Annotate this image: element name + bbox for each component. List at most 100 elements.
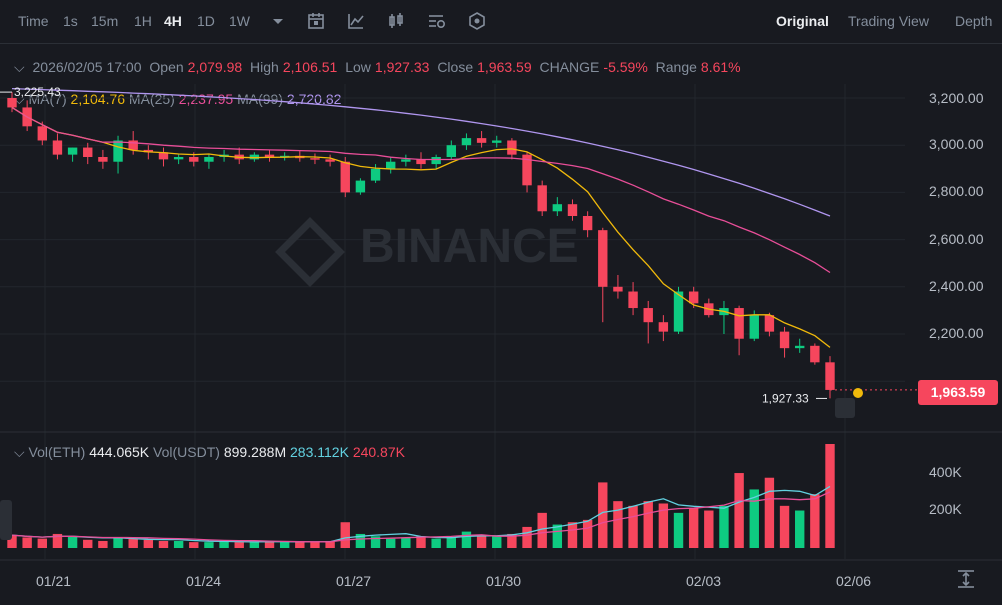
candle-body — [67, 147, 78, 155]
candle-body — [825, 362, 835, 390]
candle-body — [492, 140, 502, 143]
ma7-line — [11, 106, 831, 348]
candle-body — [173, 157, 184, 160]
volume-bar — [582, 519, 593, 548]
date-axis-label: 02/06 — [836, 573, 872, 589]
scale-reset-icon[interactable] — [957, 569, 975, 589]
chart-toolbar: Time 1s 15m 1H 4H 1D 1W Original Trading… — [0, 0, 1002, 44]
vol-usdt-label: Vol(USDT) — [153, 444, 220, 460]
volume-bar — [173, 540, 184, 548]
timeframe-time[interactable]: Time — [18, 13, 49, 29]
more-timeframes-dropdown-icon[interactable] — [268, 11, 288, 31]
volume-bar — [340, 522, 350, 548]
volume-bar — [537, 512, 547, 548]
volume-bar — [673, 512, 684, 548]
collapse-chevron-icon[interactable]: ⌵ — [14, 59, 25, 75]
price-axis-label: 2,400.00 — [929, 278, 984, 294]
price-chart[interactable]: BINANCE 3,225.43 1,927.33 — [0, 44, 1002, 605]
volume-axis-label: 400K — [929, 464, 962, 480]
notes-icon — [835, 398, 855, 418]
view-depth[interactable]: Depth — [955, 13, 993, 29]
ma-collapse-chevron-icon[interactable]: ⌵ — [14, 91, 25, 107]
volume-bar — [567, 522, 578, 548]
chart-settings-icon[interactable] — [427, 11, 447, 31]
vol-usdt-value: 899.288M — [223, 444, 287, 460]
candle-body — [537, 185, 547, 212]
volume-bar — [476, 535, 487, 548]
volume-bar — [507, 533, 517, 548]
volume-bar — [431, 538, 441, 548]
volume-bar — [401, 537, 411, 548]
date-axis-label: 01/27 — [336, 573, 372, 589]
volume-info-row: ⌵ Vol(ETH) 444.065K Vol(USDT) 899.288M 2… — [14, 444, 405, 461]
volume-bar — [158, 540, 169, 548]
candle-body — [795, 345, 805, 349]
calendar-icon[interactable] — [306, 11, 326, 31]
volume-axis-label: 200K — [929, 501, 962, 517]
candle-body — [598, 230, 608, 287]
volume-bar — [310, 542, 320, 548]
volume-bar — [810, 494, 820, 548]
vol-eth-value: 444.065K — [89, 444, 150, 460]
volume-bar — [688, 508, 699, 548]
volume-bar — [719, 505, 729, 548]
timeframe-1s[interactable]: 1s — [63, 13, 78, 29]
volume-bar — [704, 510, 714, 548]
volume-bar — [22, 537, 32, 548]
high-value: 2,106.51 — [282, 59, 338, 75]
view-trading-view[interactable]: Trading View — [848, 13, 929, 29]
candle-body — [128, 140, 138, 150]
volume-bar — [643, 501, 653, 548]
volume-bar — [446, 537, 456, 548]
volume-bar — [386, 538, 396, 548]
date-axis-label: 01/30 — [486, 573, 522, 589]
volume-bar — [37, 538, 47, 548]
candle-body — [37, 126, 47, 141]
candle-type-icon[interactable] — [386, 11, 406, 31]
volume-bar — [189, 542, 199, 548]
candle-body — [401, 159, 411, 162]
candle-body — [476, 138, 487, 143]
volume-ma-a-line — [11, 485, 831, 543]
timeframe-1h[interactable]: 1H — [134, 13, 152, 29]
current-price-tag: 1,963.59 — [918, 380, 998, 405]
volume-bar — [779, 505, 790, 548]
ma99-line — [11, 87, 831, 217]
candle-body — [310, 158, 320, 160]
volume-bar — [295, 542, 305, 548]
binance-watermark: BINANCE — [360, 220, 579, 273]
live-indicator-dot — [853, 388, 863, 398]
candle-body — [552, 204, 563, 212]
volume-bar — [83, 539, 93, 548]
date-axis-label: 01/21 — [36, 573, 72, 589]
timeframe-4h[interactable]: 4H — [164, 13, 182, 29]
timeframe-1d[interactable]: 1D — [197, 13, 215, 29]
indicators-icon[interactable] — [346, 11, 366, 31]
candle-body — [613, 286, 623, 292]
low-label: Low — [345, 59, 371, 75]
timeframe-1w[interactable]: 1W — [229, 13, 250, 29]
ma7-value: 2,104.76 — [70, 91, 126, 107]
timeframe-15m[interactable]: 15m — [91, 13, 119, 29]
volume-bar — [461, 531, 472, 548]
volume-bar — [249, 542, 260, 548]
view-original[interactable]: Original — [776, 13, 829, 29]
tools-hexagon-icon[interactable] — [467, 11, 487, 31]
candle-body — [143, 149, 154, 153]
candle-body — [522, 154, 532, 186]
price-axis-label: 2,800.00 — [929, 183, 984, 199]
volume-bar — [204, 542, 214, 548]
volume-bar — [613, 501, 623, 548]
volume-bar — [734, 473, 744, 548]
candle-body — [189, 157, 199, 162]
volume-collapse-chevron-icon[interactable]: ⌵ — [14, 444, 25, 460]
ohlc-info-row: ⌵ 2026/02/05 17:00 Open 2,079.98 High 2,10… — [14, 59, 745, 76]
volume-bar — [143, 539, 154, 548]
price-axis-label: 3,000.00 — [929, 136, 984, 152]
volume-bar — [370, 536, 381, 548]
candle-body — [416, 159, 426, 165]
volume-ma-b-line — [11, 491, 831, 543]
left-panel-toggle — [0, 500, 12, 540]
candle-body — [249, 154, 260, 160]
candle-body — [98, 157, 108, 162]
